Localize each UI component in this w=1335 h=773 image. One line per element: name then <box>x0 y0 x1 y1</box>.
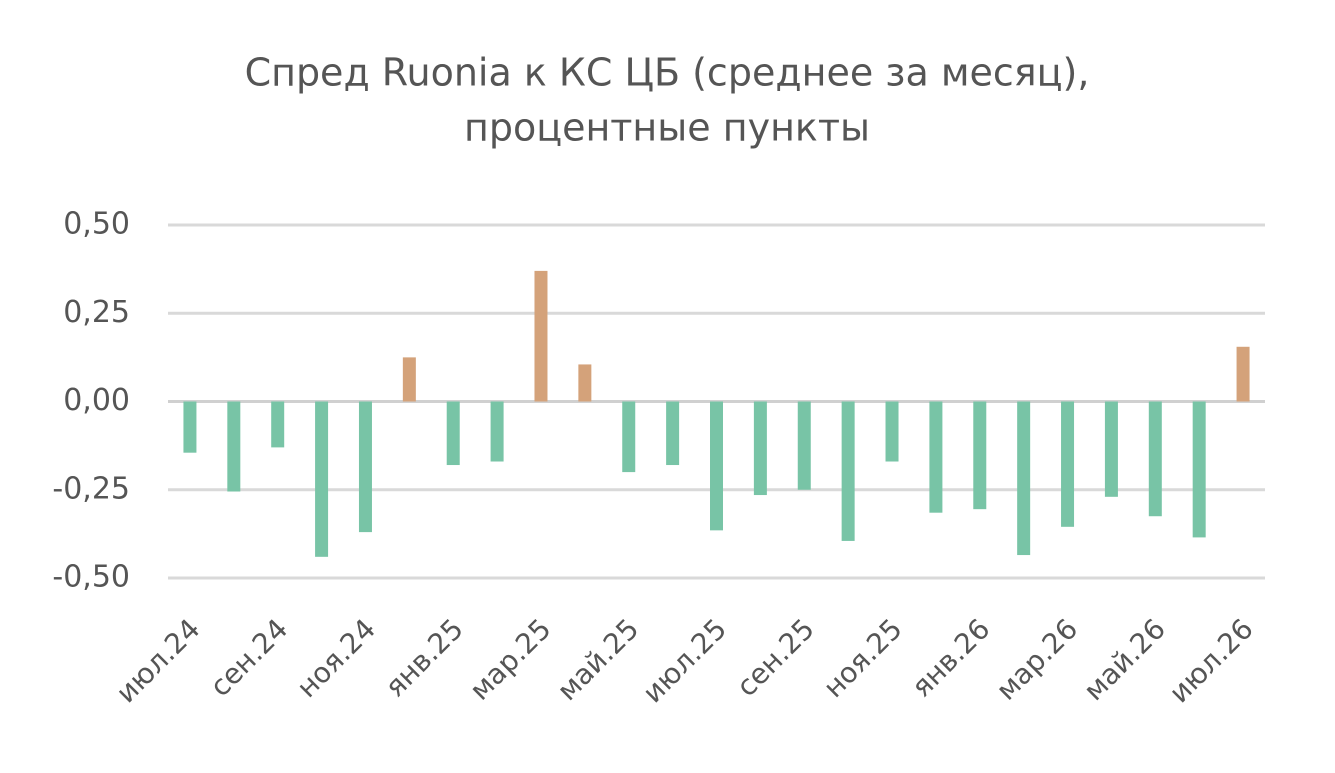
x-tick-label: мар.26 <box>990 612 1084 706</box>
bar <box>446 401 460 466</box>
bar <box>183 401 197 453</box>
chart-title: Спред Ruonia к КС ЦБ (среднее за месяц), <box>245 51 1090 95</box>
y-tick-label: 0,00 <box>63 383 130 418</box>
x-tick-label: мар.25 <box>463 612 557 706</box>
bar <box>1236 346 1250 402</box>
bar <box>271 401 285 448</box>
bar <box>885 401 899 462</box>
x-tick-label: ноя.24 <box>290 612 382 704</box>
bar <box>666 401 680 466</box>
x-tick-label: май.26 <box>1077 612 1172 707</box>
bar <box>578 364 592 402</box>
bar <box>315 401 329 557</box>
y-tick-label: 0,25 <box>63 295 130 330</box>
bar <box>622 401 636 473</box>
bar <box>358 401 372 533</box>
bar <box>710 401 723 531</box>
x-tick-label: июл.25 <box>636 612 733 709</box>
x-tick-label: май.25 <box>551 612 646 707</box>
y-tick-label: -0,50 <box>52 560 130 595</box>
bar <box>797 401 811 490</box>
y-tick-label: -0,25 <box>52 471 130 506</box>
bar <box>534 270 548 402</box>
bar <box>929 401 943 513</box>
bar <box>1192 401 1206 538</box>
y-tick-label: 0,50 <box>63 207 130 242</box>
chart-subtitle: процентные пункты <box>464 106 870 150</box>
bar <box>490 401 504 462</box>
bar <box>1061 401 1075 527</box>
x-tick-label: янв.26 <box>905 612 996 703</box>
x-tick-label: июл.24 <box>110 612 207 709</box>
bar <box>402 357 416 402</box>
bar <box>1148 401 1162 517</box>
bar <box>227 401 241 492</box>
x-tick-label: ноя.25 <box>817 612 909 704</box>
x-tick-label: сен.24 <box>203 612 294 703</box>
bar <box>1017 401 1031 556</box>
bar <box>841 401 855 541</box>
bar <box>753 401 767 496</box>
bar <box>973 401 987 510</box>
x-tick-label: сен.25 <box>730 612 821 703</box>
x-tick-label: янв.25 <box>378 612 469 703</box>
bar <box>1104 401 1118 497</box>
x-tick-label: июл.26 <box>1163 612 1260 709</box>
